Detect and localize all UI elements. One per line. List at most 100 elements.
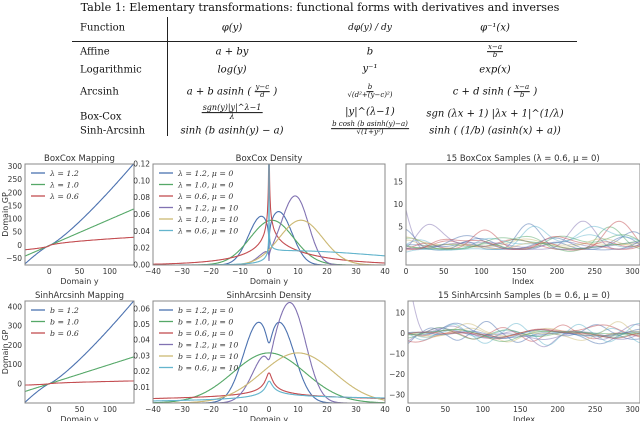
sample-line xyxy=(408,328,640,343)
x-axis-label: Domain y xyxy=(60,415,99,421)
density-line xyxy=(153,321,385,403)
x-tick-label: 50 xyxy=(75,405,85,414)
legend-label: λ = 0.6, μ = 10 xyxy=(177,227,238,236)
row-boxcox-phi: sgn(y)|y|^λ−1 λ xyxy=(201,103,263,122)
y-tick-label: 0.06 xyxy=(133,210,150,219)
mapping-line xyxy=(25,236,134,251)
y-tick-label: 0.08 xyxy=(133,193,150,202)
x-tick-label: 0 xyxy=(406,405,411,414)
mapping-line xyxy=(25,164,134,265)
table-vertical-rule xyxy=(167,17,168,136)
x-axis-label: Domain y xyxy=(250,277,289,286)
axes-frame xyxy=(152,300,386,404)
legend-label: b = 1.0, μ = 0 xyxy=(178,318,233,327)
chart-title: 15 SinhArcsinh Samples (b = 0.6, μ = 0) xyxy=(438,291,610,301)
row-sinharcsinh-inv: sinh ( (1/b) (asinh(x) + a)) xyxy=(429,125,561,137)
legend-label: λ = 1.2, μ = 0 xyxy=(177,169,233,178)
header-function: Function xyxy=(80,22,126,34)
sample-line xyxy=(408,327,640,342)
axes-frame xyxy=(407,300,640,404)
legend-label: b = 1.2, μ = 10 xyxy=(178,341,238,350)
header-phi: φ(y) xyxy=(221,22,243,34)
y-tick-label: 10 xyxy=(393,200,403,209)
x-tick-label: 150 xyxy=(512,267,527,276)
axes-frame xyxy=(152,163,386,266)
legend-label: b = 1.0, μ = 10 xyxy=(178,352,238,361)
x-tick-label: 100 xyxy=(103,267,118,276)
x-tick-label: 10 xyxy=(293,405,303,414)
legend-label: b = 0.6 xyxy=(50,329,79,338)
x-tick-label: 50 xyxy=(75,267,85,276)
y-tick-label: 400 xyxy=(8,302,23,311)
x-tick-label: 30 xyxy=(351,405,361,414)
chart-title: SinhArcsinh Density xyxy=(227,291,312,301)
table-header-rule xyxy=(72,41,577,42)
chart-title: BoxCox Density xyxy=(236,154,303,164)
sample-line xyxy=(406,236,640,251)
row-arcsinh-inv: c + d sinh ( x−a b ) xyxy=(452,83,538,100)
mapping-line xyxy=(25,301,134,403)
row-affine-inv: x−a b xyxy=(487,43,503,60)
legend-label: b = 1.0 xyxy=(50,318,79,327)
y-tick-label: 300 xyxy=(8,322,23,331)
y-tick-label: 200 xyxy=(8,188,23,197)
row-sinharcsinh-deriv: b cosh (b asinh(y)−a) √(1+y²) xyxy=(331,120,409,137)
y-tick-label: −20 xyxy=(389,370,405,379)
legend-label: λ = 0.6 xyxy=(49,192,79,201)
row-sinharcsinh-name: Sinh-Arcsinh xyxy=(80,125,146,137)
y-tick-label: 10 xyxy=(395,309,405,318)
density-line xyxy=(153,380,385,402)
y-tick-label: 250 xyxy=(8,175,23,184)
y-tick-label: 300 xyxy=(8,162,23,171)
x-tick-label: 20 xyxy=(322,267,332,276)
y-tick-label: 0.12 xyxy=(133,160,150,169)
x-tick-label: 300 xyxy=(625,267,640,276)
y-tick-label: −50 xyxy=(6,254,22,263)
density-line xyxy=(153,352,385,403)
legend-label: λ = 1.2 xyxy=(49,169,79,178)
plot-area xyxy=(25,164,134,265)
plot-area xyxy=(153,164,385,265)
row-boxcox-deriv: |y|^(λ−1) xyxy=(345,106,395,118)
plot-area xyxy=(408,301,640,348)
row-arcsinh-deriv: b √(d²+(y−c)²) xyxy=(347,83,393,100)
x-tick-label: 200 xyxy=(550,267,565,276)
row-boxcox-inv: sgn (λx + 1) |λx + 1|^(1/λ) xyxy=(426,108,564,120)
legend-label: b = 0.6, μ = 0 xyxy=(178,329,233,338)
x-axis-label: Index xyxy=(513,415,535,421)
legend-label: λ = 1.0, μ = 0 xyxy=(177,181,233,190)
x-tick-label: −40 xyxy=(145,405,161,414)
header-inverse: φ⁻¹(x) xyxy=(480,22,510,34)
x-tick-label: 250 xyxy=(588,405,603,414)
sample-line xyxy=(406,225,640,253)
chart-4: SinhArcsinh Density −40 −30 −20 −10 0 10 20 30 40… xyxy=(133,291,390,421)
axes-frame xyxy=(405,163,640,266)
legend-label: b = 1.2, μ = 0 xyxy=(178,306,233,315)
row-affine-name: Affine xyxy=(80,46,110,58)
row-affine-deriv: b xyxy=(366,46,374,58)
x-tick-label: 100 xyxy=(476,405,491,414)
x-tick-label: 0 xyxy=(404,267,409,276)
x-tick-label: 150 xyxy=(513,405,528,414)
x-tick-label: 40 xyxy=(380,405,390,414)
x-tick-label: 40 xyxy=(380,267,390,276)
sample-line xyxy=(406,236,640,249)
x-tick-label: 0 xyxy=(47,405,52,414)
chart-title: BoxCox Mapping xyxy=(44,154,115,164)
chart-1: BoxCox Density −40 −30 −20 −10 0 10 20 30 40 0.00 0… xyxy=(133,154,390,286)
y-tick-label: 0 xyxy=(400,329,405,338)
y-tick-label: 0.04 xyxy=(133,336,150,345)
x-tick-label: 250 xyxy=(588,267,603,276)
row-boxcox-name: Box-Cox xyxy=(80,111,122,123)
y-tick-label: 15 xyxy=(393,177,403,186)
row-log-phi: log(y) xyxy=(217,64,247,76)
x-tick-label: −10 xyxy=(232,267,248,276)
row-log-inv: exp(x) xyxy=(479,64,511,76)
y-tick-label: 0.05 xyxy=(133,320,150,329)
sample-line xyxy=(406,229,640,250)
x-tick-label: 10 xyxy=(293,267,303,276)
x-tick-label: 0 xyxy=(267,267,272,276)
plot-area xyxy=(25,301,134,403)
y-axis-label: Domain GP xyxy=(1,330,10,375)
